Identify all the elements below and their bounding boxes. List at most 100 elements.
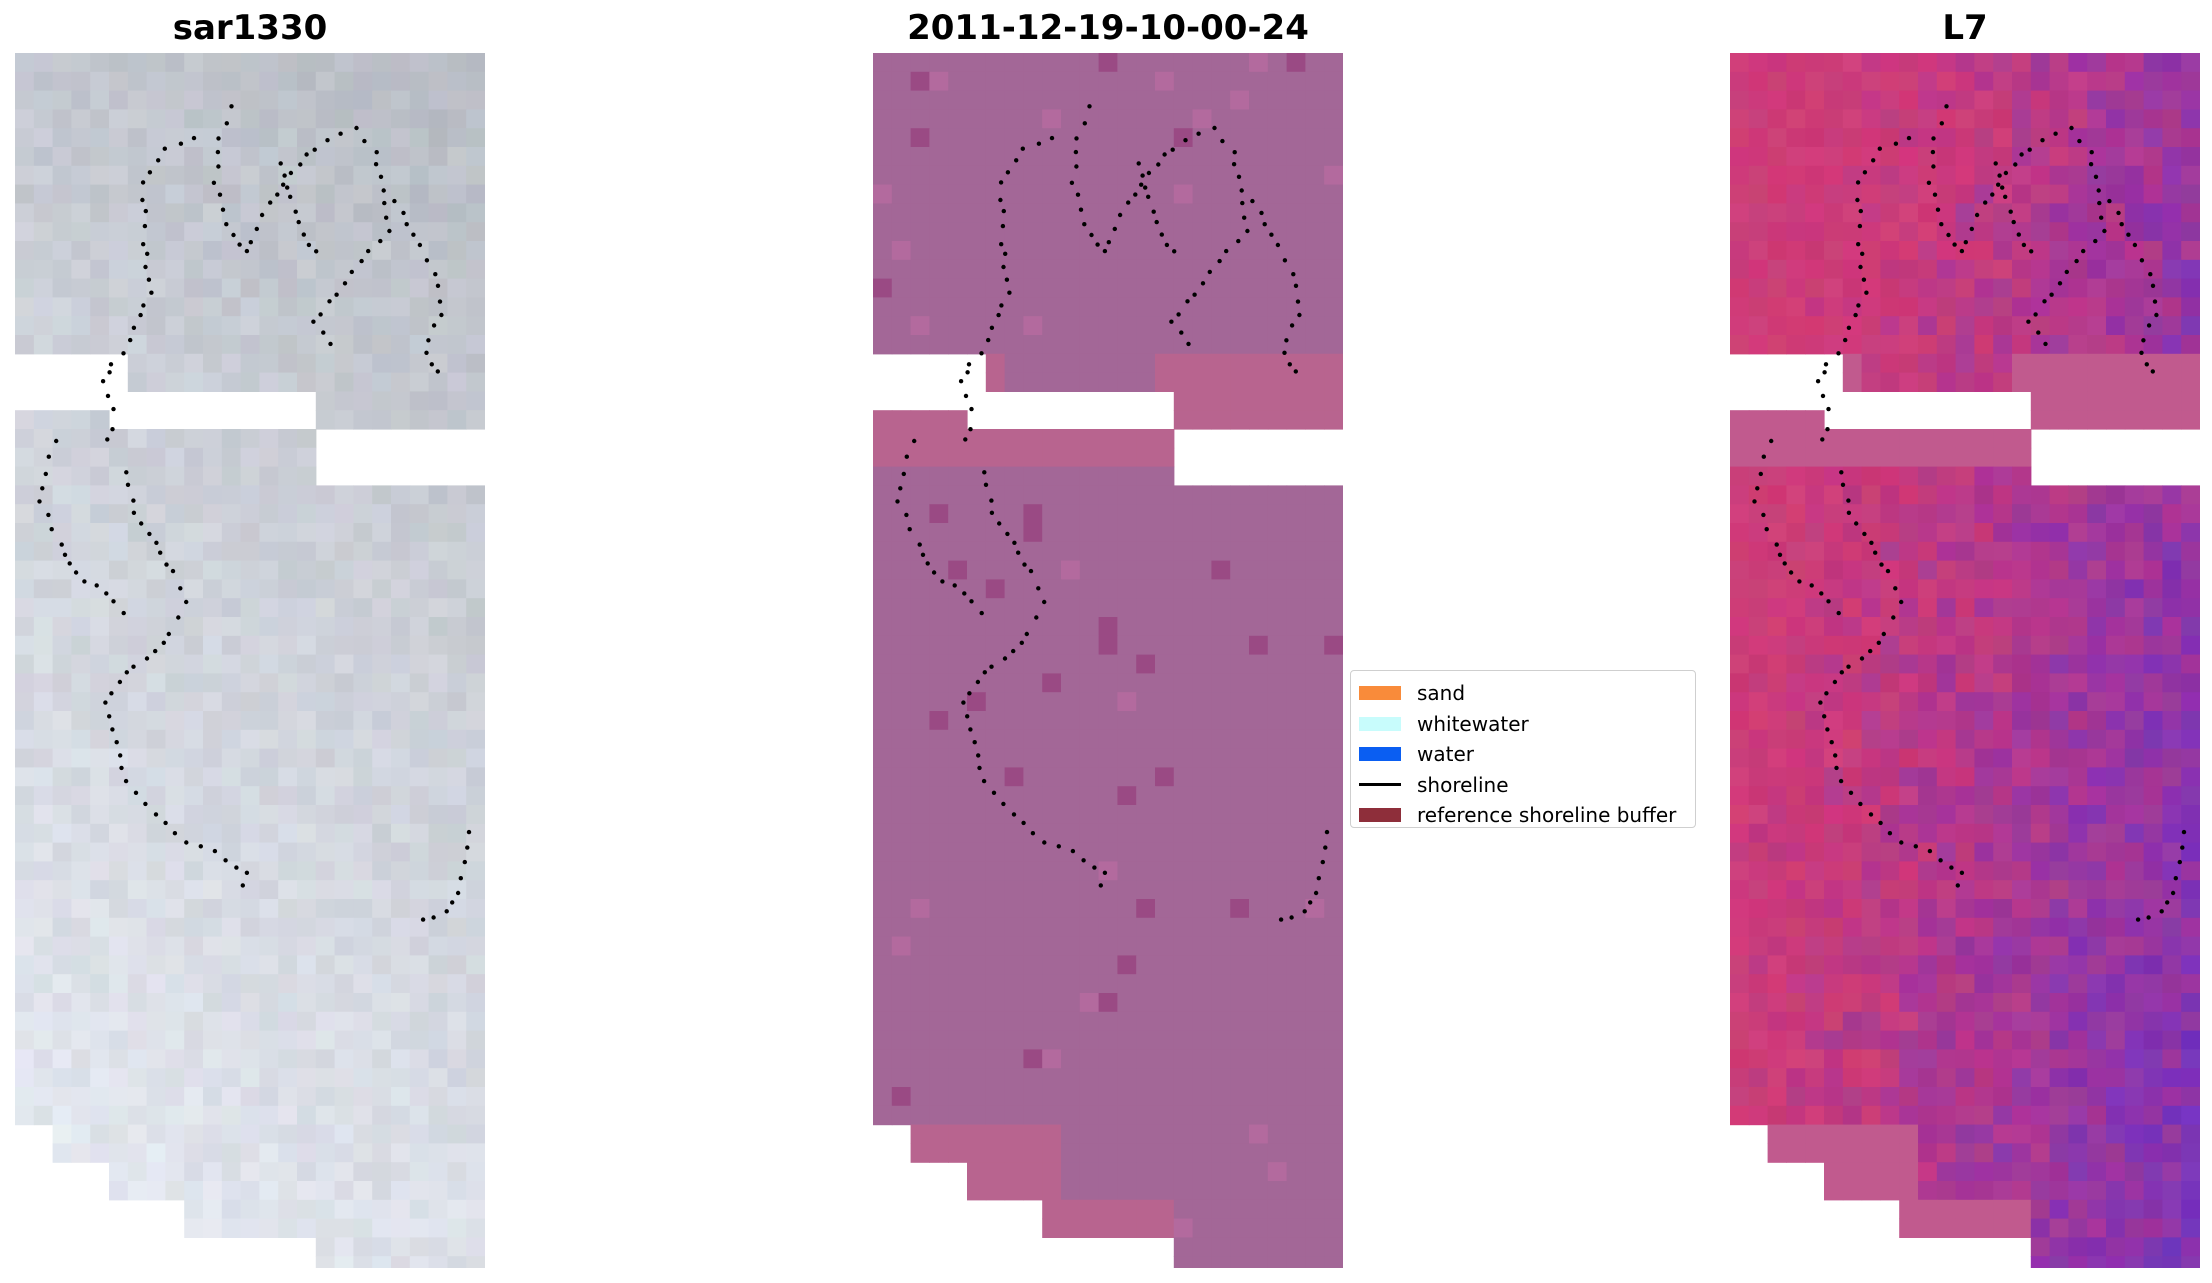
mndwi-pixel xyxy=(1730,861,1750,881)
class-pixel xyxy=(1230,278,1250,298)
class-pixel xyxy=(1042,617,1062,637)
class-pixel xyxy=(1267,259,1288,280)
class-pixel xyxy=(910,410,930,430)
shoreline-point xyxy=(952,583,957,588)
shoreline-point xyxy=(1836,610,1841,616)
shoreline-point xyxy=(231,232,236,238)
shoreline-point xyxy=(172,831,178,836)
rgb-pixel xyxy=(90,485,110,505)
mndwi-pixel xyxy=(1805,523,1825,543)
mndwi-pixel xyxy=(1955,1011,1975,1032)
rgb-pixel xyxy=(409,654,430,674)
class-pixel xyxy=(1117,936,1137,956)
rgb-pixel xyxy=(447,1011,467,1032)
rgb-pixel xyxy=(127,899,148,919)
class-pixel xyxy=(1211,842,1231,862)
class-pixel xyxy=(1079,1218,1100,1238)
mndwi-pixel xyxy=(1899,485,1919,505)
class-pixel xyxy=(1211,165,1231,186)
class-pixel xyxy=(1173,1162,1194,1182)
rgb-pixel xyxy=(15,1011,35,1032)
rgb-pixel xyxy=(15,335,35,355)
rgb-pixel xyxy=(372,936,392,956)
class-pixel xyxy=(929,410,949,430)
rgb-pixel xyxy=(466,861,485,881)
mndwi-pixel xyxy=(1880,1049,1900,1069)
rgb-pixel xyxy=(15,466,35,486)
mndwi-pixel xyxy=(1880,297,1900,317)
rgb-pixel xyxy=(15,1087,35,1107)
rgb-pixel xyxy=(259,504,279,524)
mndwi-pixel xyxy=(1899,278,1919,298)
shoreline-point xyxy=(118,753,123,758)
mndwi-pixel xyxy=(2124,316,2145,336)
mndwi-pixel xyxy=(2143,1030,2163,1050)
class-pixel xyxy=(1136,711,1156,731)
mndwi-pixel xyxy=(1842,654,1863,674)
rgb-pixel xyxy=(90,617,110,637)
mndwi-pixel xyxy=(2030,1143,2051,1163)
mndwi-pixel xyxy=(1993,109,2013,129)
class-pixel xyxy=(929,823,949,844)
class-pixel xyxy=(1155,466,1175,486)
mndwi-pixel xyxy=(1805,184,1825,204)
class-pixel xyxy=(1305,128,1325,148)
mndwi-pixel xyxy=(1748,974,1769,994)
class-pixel xyxy=(873,429,893,449)
rgb-pixel xyxy=(278,767,298,787)
mndwi-pixel xyxy=(2124,823,2145,844)
rgb-pixel xyxy=(33,316,54,336)
class-pixel xyxy=(873,241,893,261)
mndwi-pixel xyxy=(2124,654,2145,674)
shoreline-point xyxy=(1095,242,1100,247)
class-pixel xyxy=(1211,692,1231,712)
shoreline-point xyxy=(1081,858,1086,863)
mndwi-pixel xyxy=(2124,1105,2145,1126)
shoreline-point xyxy=(1931,164,1936,169)
mndwi-pixel xyxy=(2162,391,2182,411)
class-pixel xyxy=(1211,335,1231,355)
class-pixel xyxy=(985,635,1006,656)
class-pixel xyxy=(1098,560,1118,580)
class-pixel xyxy=(1249,297,1269,317)
rgb-pixel xyxy=(221,109,242,129)
rgb-pixel xyxy=(409,786,430,806)
mndwi-pixel xyxy=(1748,729,1769,750)
class-pixel xyxy=(1004,692,1024,712)
shoreline-point xyxy=(1836,351,1841,356)
rgb-pixel xyxy=(52,316,72,336)
mndwi-pixel xyxy=(1767,767,1787,787)
mndwi-pixel xyxy=(1974,955,1994,975)
mndwi-pixel xyxy=(1955,654,1975,674)
class-pixel xyxy=(1230,335,1250,355)
rgb-pixel xyxy=(240,917,260,938)
class-pixel xyxy=(1155,203,1175,223)
mndwi-pixel xyxy=(2030,147,2051,167)
mndwi-pixel xyxy=(2162,504,2182,524)
rgb-pixel xyxy=(90,222,110,242)
mndwi-pixel xyxy=(1767,429,1787,449)
mndwi-pixel xyxy=(1918,861,1938,881)
class-pixel xyxy=(1023,1162,1043,1182)
shoreline-point xyxy=(306,242,312,248)
shoreline-point xyxy=(1011,648,1016,654)
mndwi-pixel xyxy=(2012,165,2032,186)
mndwi-pixel xyxy=(2162,128,2182,148)
class-pixel xyxy=(1079,748,1100,768)
rgb-pixel xyxy=(109,259,129,280)
rgb-pixel xyxy=(372,1256,392,1268)
rgb-pixel xyxy=(278,805,298,825)
shoreline-point xyxy=(404,222,409,227)
rgb-pixel xyxy=(240,1049,260,1069)
class-pixel xyxy=(1079,147,1100,167)
rgb-pixel xyxy=(127,560,148,580)
rgb-pixel xyxy=(278,1218,298,1238)
mndwi-pixel xyxy=(2049,955,2069,975)
mndwi-pixel xyxy=(1880,485,1900,505)
class-pixel xyxy=(1023,466,1043,486)
mndwi-pixel xyxy=(1861,955,1881,975)
shoreline-point xyxy=(1220,138,1225,144)
rgb-pixel xyxy=(297,786,317,806)
class-pixel xyxy=(1249,861,1269,881)
mndwi-pixel xyxy=(1842,1049,1863,1069)
